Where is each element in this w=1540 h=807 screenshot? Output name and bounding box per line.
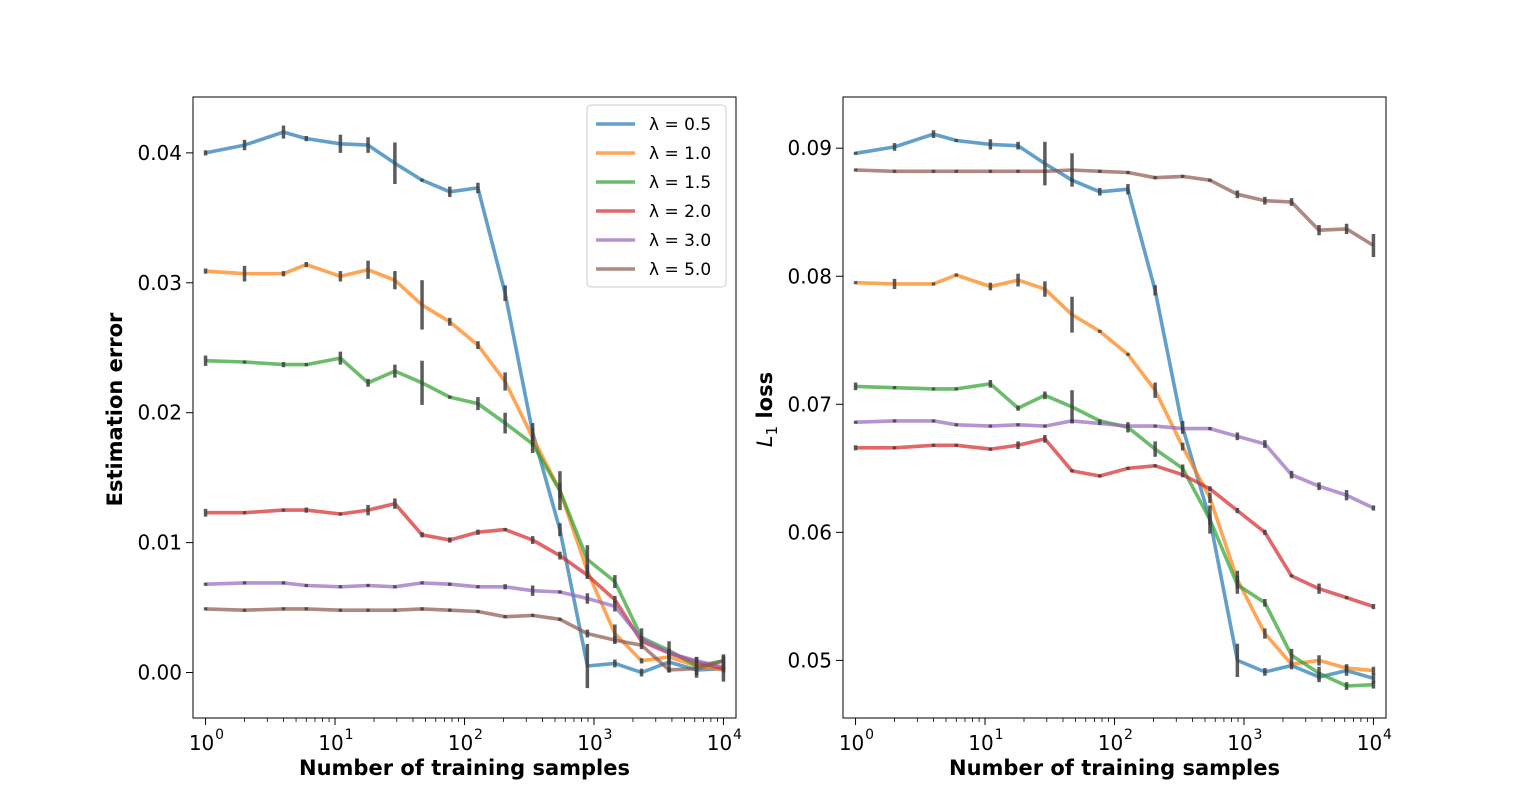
series-line — [855, 132, 1374, 681]
left-axes-frame — [192, 96, 737, 719]
y-tick-label: 0.00 — [137, 661, 182, 685]
y-tick-label: 0.02 — [137, 401, 182, 425]
left-chart: 10 0 10 1 10 2 10 3 10 40.000.010.020.030.04Numbe… — [103, 96, 742, 780]
x-tick-label: 10 — [448, 731, 473, 755]
legend-label: λ = 5.0 — [649, 260, 711, 280]
y-tick-label: 0.01 — [137, 531, 182, 555]
right-chart: 10 0 10 1 10 2 10 3 10 40.050.060.070.080.09Numbe… — [753, 96, 1392, 780]
x-tick-exponent: 1 — [345, 727, 354, 743]
right-axes-frame — [842, 96, 1387, 719]
y-tick-label: 0.06 — [787, 520, 832, 544]
y-tick-label: 0.03 — [137, 271, 182, 295]
legend-label: λ = 2.0 — [649, 202, 711, 222]
series-line — [855, 419, 1375, 510]
x-axis-label: Number of training samples — [949, 756, 1280, 780]
y-tick-label: 0.08 — [787, 264, 832, 288]
x-axis-label: Number of training samples — [299, 756, 630, 780]
y-axis-label: L1 loss — [753, 372, 781, 447]
legend: λ = 0.5 λ = 1.0 λ = 1.5 λ = 2.0 λ = 3.0 λ = 5… — [586, 104, 727, 288]
series-line — [855, 381, 1374, 688]
legend-label: λ = 0.5 — [649, 115, 711, 135]
x-tick-exponent: 1 — [995, 727, 1004, 743]
x-tick-label: 10 — [1357, 731, 1382, 755]
x-tick-label: 10 — [318, 731, 343, 755]
x-tick-exponent: 2 — [1124, 727, 1133, 743]
x-tick-label: 10 — [1098, 731, 1123, 755]
legend-label: λ = 1.5 — [649, 173, 711, 193]
y-tick-label: 0.04 — [137, 141, 182, 165]
x-tick-exponent: 4 — [733, 727, 742, 743]
series-line — [855, 437, 1375, 609]
x-tick-exponent: 0 — [215, 727, 224, 743]
y-tick-label: 0.09 — [787, 136, 832, 160]
series-line — [205, 356, 724, 668]
series-line — [855, 168, 1375, 248]
y-tick-label: 0.07 — [787, 392, 832, 416]
y-tick-label: 0.05 — [787, 648, 832, 672]
legend-label: λ = 1.0 — [649, 144, 711, 164]
x-tick-exponent: 4 — [1383, 727, 1392, 743]
x-tick-label: 10 — [839, 731, 864, 755]
y-axis-label: Estimation error — [103, 312, 127, 506]
series-line — [205, 581, 724, 670]
x-tick-label: 10 — [577, 731, 602, 755]
x-tick-label: 10 — [189, 731, 214, 755]
x-tick-label: 10 — [707, 731, 732, 755]
x-tick-label: 10 — [1227, 731, 1252, 755]
x-tick-exponent: 0 — [865, 727, 874, 743]
legend-label: λ = 3.0 — [649, 231, 711, 251]
x-tick-label: 10 — [968, 731, 993, 755]
x-tick-exponent: 2 — [474, 727, 483, 743]
x-tick-exponent: 3 — [604, 727, 613, 743]
x-tick-exponent: 3 — [1254, 727, 1263, 743]
